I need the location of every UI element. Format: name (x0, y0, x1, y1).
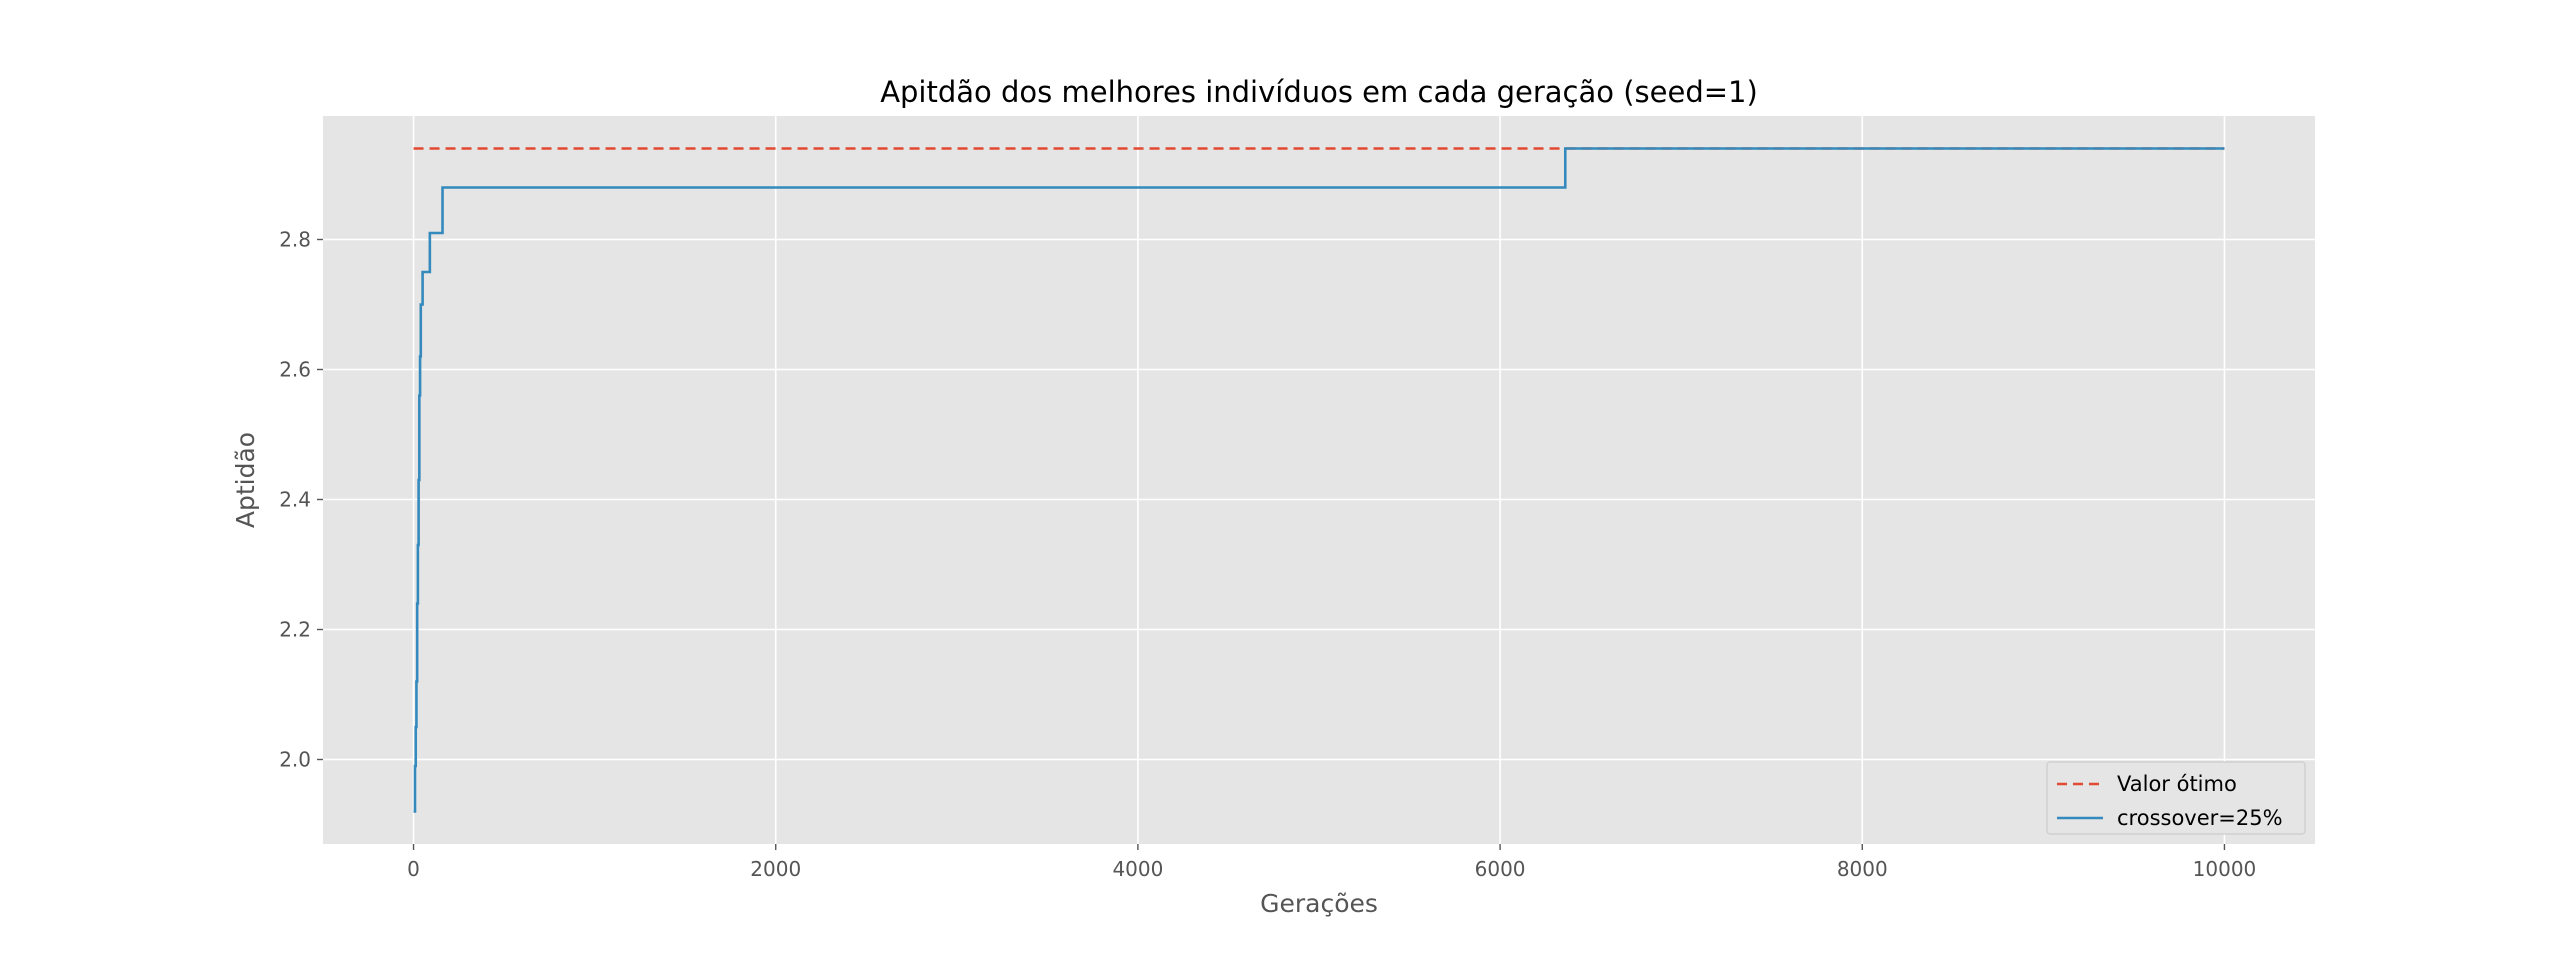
x-tick-label: 0 (407, 857, 420, 881)
x-tick-label: 10000 (2193, 857, 2257, 881)
y-tick-label: 2.4 (279, 488, 311, 512)
axis-ticks: 0 2000 4000 6000 8000 10000 2.0 2.2 2.4 2.6 2.8 (279, 228, 2256, 882)
legend-entry: Valor ótimo (2117, 772, 2237, 796)
y-tick-label: 2.6 (279, 358, 311, 382)
legend-entry: crossover=25% (2117, 806, 2283, 830)
plot-area (323, 116, 2315, 844)
x-tick-label: 2000 (750, 857, 801, 881)
legend: Valor ótimo crossover=25% (2046, 761, 2306, 835)
y-axis-label: Aptidão (231, 432, 260, 528)
grid (323, 116, 2315, 844)
y-tick-label: 2.2 (279, 618, 311, 642)
x-axis-label: Gerações (1260, 889, 1378, 918)
legend-box (2046, 761, 2306, 835)
series-line-1 (413, 147, 2225, 813)
y-tick-label: 2.0 (279, 748, 311, 772)
series-layer (413, 147, 2225, 813)
x-tick-label: 6000 (1475, 857, 1526, 881)
x-tick-label: 8000 (1837, 857, 1888, 881)
x-tick-label: 4000 (1112, 857, 1163, 881)
y-tick-label: 2.8 (279, 228, 311, 252)
chart-title: Apitdão dos melhores indivíduos em cada … (880, 75, 1758, 109)
